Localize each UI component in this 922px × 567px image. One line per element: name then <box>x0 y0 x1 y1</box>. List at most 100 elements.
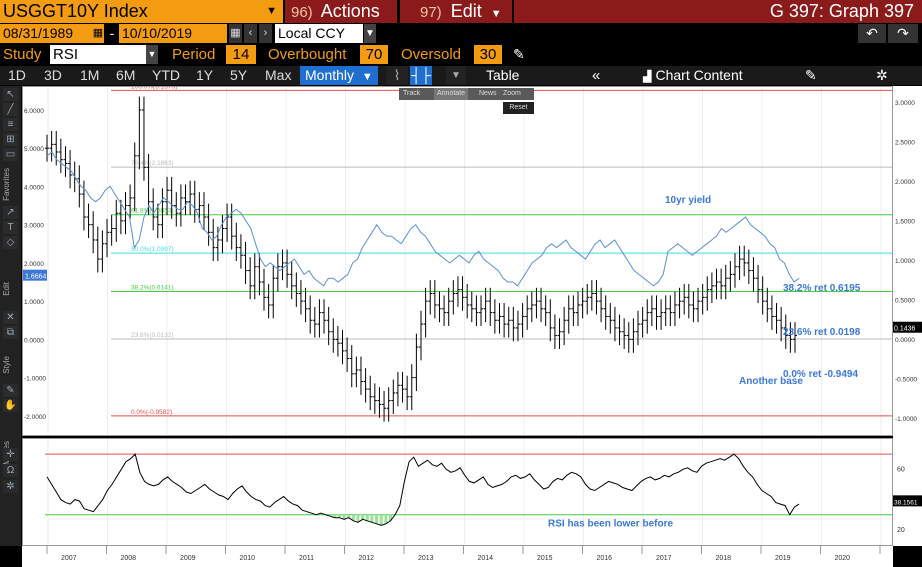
price-bar <box>395 371 400 407</box>
price-bar <box>746 249 751 284</box>
next-arrow-icon[interactable]: › <box>259 24 272 43</box>
news-button[interactable]: News <box>479 90 497 97</box>
price-bar <box>105 218 110 258</box>
price-bar <box>151 188 156 231</box>
cursor-icon[interactable]: ↖ <box>3 88 18 101</box>
text-tool-icon[interactable]: T <box>3 221 18 234</box>
price-bar <box>160 188 165 239</box>
start-date-field[interactable]: 08/31/1989 <box>0 24 104 43</box>
study-input[interactable]: RSI <box>50 45 146 64</box>
period-max[interactable]: Max <box>265 67 292 83</box>
price-chart: 100.0%(3.1576)76.4%(2.1863)61.8%(1.5853)… <box>23 87 892 435</box>
crosshair-icon[interactable]: ✛ <box>3 448 18 461</box>
price-bar <box>742 245 747 277</box>
chevron-down-icon[interactable]: ▼ <box>446 66 466 85</box>
price-bar <box>672 291 677 327</box>
style-label: Style <box>2 356 11 374</box>
end-date-field[interactable]: 10/10/2019 <box>119 24 227 43</box>
period-1m[interactable]: 1M <box>80 67 100 83</box>
left-axis-tick: 3.0000 <box>24 223 44 230</box>
annotate-button[interactable]: Annotate <box>434 88 469 100</box>
chart-content-button[interactable]: ▟ Chart Content <box>643 66 763 85</box>
pencil-icon[interactable]: ✎ <box>513 46 525 62</box>
period-1d[interactable]: 1D <box>8 67 26 83</box>
price-bar <box>691 291 696 323</box>
rect-tool-icon[interactable]: ▭ <box>3 148 18 161</box>
gear-icon[interactable]: ✲ <box>876 67 888 83</box>
collapse-left-icon[interactable]: « <box>592 67 601 84</box>
price-bar <box>414 333 419 392</box>
line-chart-icon[interactable]: ⌇ <box>386 66 408 85</box>
x-axis: 2007 2008 2009 2010 2011 2012 2013 2014 2015 2016… <box>22 546 893 567</box>
graph-title: G 397: Graph 397 <box>514 0 922 23</box>
price-bar <box>109 215 114 246</box>
price-bar <box>298 280 303 315</box>
prev-arrow-icon[interactable]: ‹ <box>244 24 257 43</box>
price-bar <box>668 295 673 327</box>
price-bar <box>617 314 622 346</box>
rsi-marker-label: 38.1561 <box>894 499 918 506</box>
chart-annotation: Another base <box>739 376 803 387</box>
price-bar <box>506 306 511 338</box>
period-5y[interactable]: 5Y <box>230 67 248 83</box>
shape-tool-icon[interactable]: ◇ <box>3 236 18 249</box>
hand-icon[interactable]: ✋ <box>3 399 18 412</box>
rsi-marker-box <box>893 495 922 507</box>
chevron-down-icon[interactable]: ▼ <box>266 5 277 17</box>
price-bar <box>165 176 170 216</box>
redo-icon[interactable]: ↷ <box>888 24 918 43</box>
price-bar <box>405 375 410 411</box>
period-1y[interactable]: 1Y <box>196 67 214 83</box>
pen-icon[interactable]: ✎ <box>3 384 18 397</box>
fib-tool-icon[interactable]: ⊞ <box>3 133 18 146</box>
rsi-panel[interactable]: RSI has been lower before <box>22 438 893 546</box>
actions-menu-button[interactable]: 96) Actions ▼ <box>285 0 397 44</box>
track-button[interactable]: Track <box>403 90 421 97</box>
edit-menu-button[interactable]: 97) Edit ▼ <box>400 0 512 23</box>
chevron-down-icon[interactable]: ▼ <box>364 24 376 43</box>
left-axis-tick: -2.0000 <box>24 414 46 421</box>
price-bar <box>363 368 368 403</box>
table-button[interactable]: Table <box>486 67 520 83</box>
price-bar <box>372 383 377 414</box>
calendar-icon[interactable]: ▦ <box>229 24 242 43</box>
line-tool-icon[interactable]: ╱ <box>3 103 18 116</box>
magnet-icon[interactable]: Ω <box>3 464 18 477</box>
fib-level-label: 0.0%(-0.9582) <box>131 409 172 416</box>
edit-chart-icon[interactable]: ✎ <box>805 67 817 83</box>
price-panel[interactable]: 100.0%(3.1576)76.4%(2.1863)61.8%(1.5853)… <box>22 86 893 436</box>
price-bar <box>118 199 123 235</box>
price-bar <box>709 272 714 304</box>
oversold-input[interactable]: 30 <box>474 45 502 64</box>
zoom-button[interactable]: Zoom <box>503 90 521 97</box>
delete-icon[interactable]: ✕ <box>3 311 18 324</box>
period-6m[interactable]: 6M <box>116 67 136 83</box>
right-marker-label: 0.1436 <box>894 326 916 333</box>
frequency-select[interactable]: Monthly ▼ <box>300 66 378 85</box>
channel-tool-icon[interactable]: ≡ <box>3 118 18 131</box>
price-bar <box>756 264 761 304</box>
ticker-field[interactable]: USGGT10Y Index ▼ <box>0 0 283 23</box>
copy-icon[interactable]: ⧉ <box>3 326 18 339</box>
price-bar <box>529 291 534 323</box>
period-input[interactable]: 14 <box>226 45 256 64</box>
undo-icon[interactable]: ↶ <box>858 24 886 43</box>
reset-button[interactable]: Reset <box>503 102 534 114</box>
chevron-down-icon[interactable]: ▼ <box>146 45 158 64</box>
price-bar <box>285 249 290 288</box>
price-bar <box>229 203 234 250</box>
period-ytd[interactable]: YTD <box>152 67 180 83</box>
arrow-tool-icon[interactable]: ↗ <box>3 206 18 219</box>
left-axis-tick: 1.0000 <box>24 299 44 306</box>
left-sidebar: ↖ ╱ ≡ ⊞ ▭ Favorites ↗ T ◇ Edit ✕ ⧉ Style… <box>0 86 21 546</box>
edit-number: 97) <box>420 4 442 21</box>
settings-icon[interactable]: ✲ <box>3 480 18 493</box>
yield-line <box>46 151 800 287</box>
period-3d[interactable]: 3D <box>44 67 62 83</box>
calendar-icon[interactable]: ▦ <box>92 24 104 43</box>
price-bar <box>774 303 779 334</box>
overbought-input[interactable]: 70 <box>360 45 388 64</box>
currency-field[interactable]: Local CCY <box>275 24 363 43</box>
bar-chart-icon[interactable]: ┤├ <box>410 66 432 85</box>
price-bar <box>322 299 327 334</box>
